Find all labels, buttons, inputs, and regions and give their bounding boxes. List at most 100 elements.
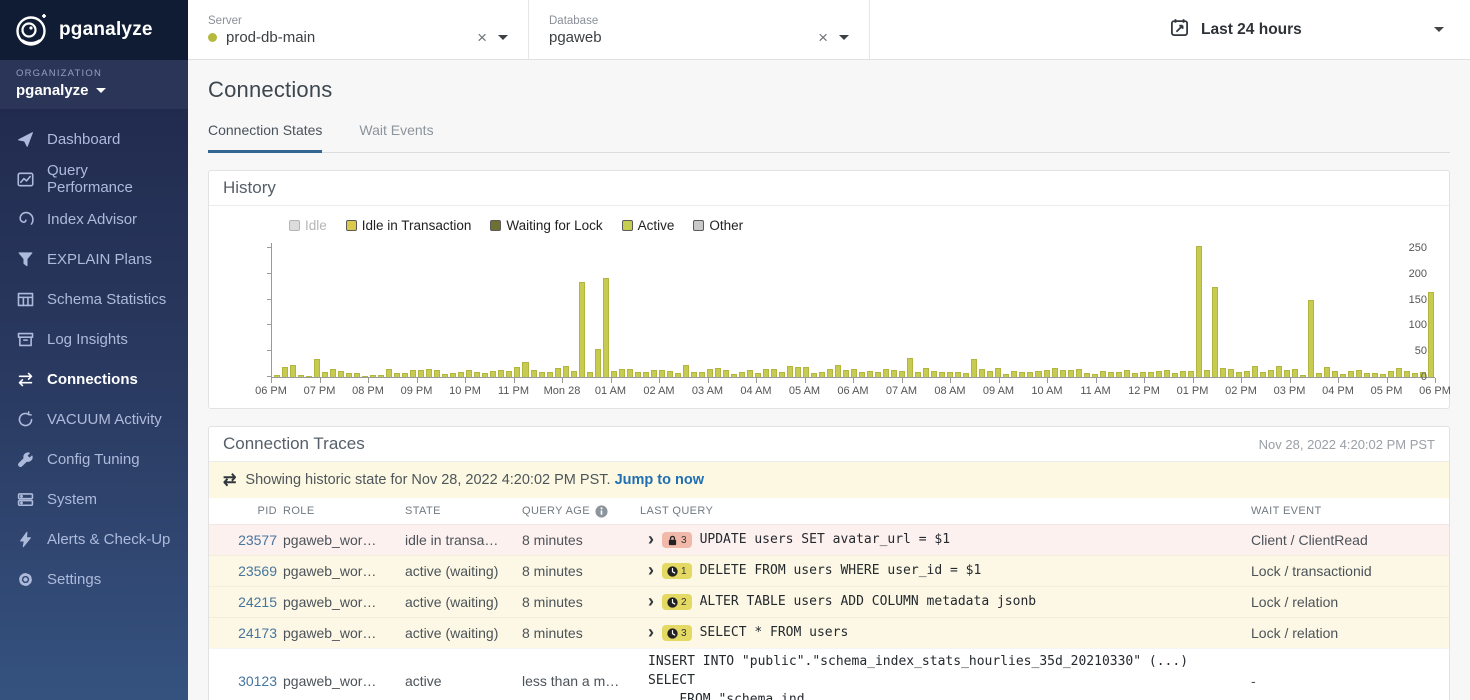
- chart-bar[interactable]: [683, 365, 689, 377]
- chart-bar[interactable]: [1428, 292, 1434, 377]
- chart-bar[interactable]: [354, 373, 360, 377]
- chart-bar[interactable]: [947, 372, 953, 377]
- chart-bar[interactable]: [322, 372, 328, 377]
- chart-bar[interactable]: [450, 373, 456, 377]
- chart-bar[interactable]: [787, 366, 793, 377]
- tab-wait-events[interactable]: Wait Events: [359, 122, 433, 153]
- info-icon[interactable]: [595, 505, 608, 518]
- chart-bar[interactable]: [1084, 373, 1090, 377]
- chart-bar[interactable]: [1380, 374, 1386, 377]
- sidebar-item-index-advisor[interactable]: Index Advisor: [0, 199, 188, 239]
- sidebar-item-vacuum-activity[interactable]: VACUUM Activity: [0, 399, 188, 439]
- chart-bar[interactable]: [875, 372, 881, 377]
- chart-bar[interactable]: [1220, 368, 1226, 377]
- pid-link[interactable]: 24173: [238, 625, 277, 641]
- chart-bar[interactable]: [282, 367, 288, 377]
- chart-bar[interactable]: [1156, 371, 1162, 377]
- chart-bar[interactable]: [539, 372, 545, 377]
- chart-bar[interactable]: [1116, 372, 1122, 377]
- chart-bar[interactable]: [755, 373, 761, 377]
- chart-bar[interactable]: [1404, 371, 1410, 377]
- chart-bar[interactable]: [811, 373, 817, 377]
- chart-bar[interactable]: [1372, 373, 1378, 377]
- pid-link[interactable]: 23569: [238, 563, 277, 579]
- chart-bar[interactable]: [1172, 373, 1178, 377]
- chart-bar[interactable]: [386, 369, 392, 377]
- sidebar-item-log-insights[interactable]: Log Insights: [0, 319, 188, 359]
- chart-bar[interactable]: [763, 369, 769, 377]
- chart-bar[interactable]: [827, 369, 833, 377]
- chart-bar[interactable]: [474, 372, 480, 377]
- chart-bar[interactable]: [651, 370, 657, 377]
- pganalyze-logo[interactable]: pganalyze: [0, 0, 188, 60]
- chart-bar[interactable]: [1252, 366, 1258, 377]
- chart-bar[interactable]: [971, 359, 977, 377]
- chart-bar[interactable]: [1340, 374, 1346, 377]
- chart-bar[interactable]: [426, 369, 432, 377]
- chart-bar[interactable]: [402, 373, 408, 377]
- chart-bar[interactable]: [843, 370, 849, 377]
- chart-bar[interactable]: [1396, 368, 1402, 377]
- expand-chevron-icon[interactable]: ›: [648, 530, 654, 548]
- chart-bar[interactable]: [979, 369, 985, 377]
- time-range-select[interactable]: Last 24 hours: [1170, 0, 1470, 59]
- organization-switcher[interactable]: ORGANIZATION pganalyze: [0, 60, 188, 109]
- chart-bar[interactable]: [611, 371, 617, 377]
- chart-bar[interactable]: [907, 358, 913, 377]
- chart-bar[interactable]: [346, 373, 352, 377]
- chart-bar[interactable]: [547, 372, 553, 377]
- chart-bar[interactable]: [939, 372, 945, 377]
- chart-bar[interactable]: [571, 371, 577, 377]
- chart-bar[interactable]: [1100, 371, 1106, 377]
- chart-bar[interactable]: [434, 370, 440, 377]
- table-row[interactable]: 30123pgaweb_wor…activeless than a m…INSE…: [209, 648, 1449, 700]
- chart-bar[interactable]: [667, 371, 673, 377]
- chart-bar[interactable]: [963, 373, 969, 377]
- chart-bar[interactable]: [595, 349, 601, 377]
- chart-bar[interactable]: [779, 372, 785, 377]
- sidebar-item-connections[interactable]: Connections: [0, 359, 188, 399]
- chart-bar[interactable]: [795, 367, 801, 377]
- chart-bar[interactable]: [555, 368, 561, 377]
- chart-bar[interactable]: [1276, 366, 1282, 377]
- chart-bar[interactable]: [851, 369, 857, 377]
- chart-bar[interactable]: [490, 371, 496, 377]
- chart-bar[interactable]: [1124, 370, 1130, 377]
- chart-bar[interactable]: [923, 368, 929, 377]
- expand-chevron-icon[interactable]: ›: [648, 561, 654, 579]
- chart-bar[interactable]: [1180, 371, 1186, 377]
- chart-bar[interactable]: [931, 371, 937, 377]
- chart-bar[interactable]: [1316, 373, 1322, 377]
- pid-link[interactable]: 23577: [238, 532, 277, 548]
- chart-bar[interactable]: [1244, 371, 1250, 377]
- chart-bar[interactable]: [747, 370, 753, 377]
- chart-bar[interactable]: [1148, 372, 1154, 377]
- chart-bar[interactable]: [1027, 372, 1033, 377]
- sidebar-item-alerts-check-up[interactable]: Alerts & Check-Up: [0, 519, 188, 559]
- chart-bar[interactable]: [1292, 369, 1298, 377]
- chart-bar[interactable]: [891, 370, 897, 377]
- sidebar-item-settings[interactable]: Settings: [0, 559, 188, 599]
- chart-bar[interactable]: [1228, 369, 1234, 377]
- chart-bar[interactable]: [1268, 370, 1274, 377]
- chart-bar[interactable]: [867, 371, 873, 377]
- chart-bar[interactable]: [603, 278, 609, 377]
- chart-bar[interactable]: [715, 368, 721, 377]
- chart-bar[interactable]: [370, 375, 376, 377]
- table-row[interactable]: 23569pgaweb_wor…active (waiting)8 minute…: [209, 555, 1449, 586]
- chart-bar[interactable]: [699, 372, 705, 377]
- expand-chevron-icon[interactable]: ›: [648, 592, 654, 610]
- expand-chevron-icon[interactable]: ›: [648, 623, 654, 641]
- chart-bar[interactable]: [458, 372, 464, 377]
- chart-bar[interactable]: [835, 365, 841, 377]
- chart-bar[interactable]: [466, 370, 472, 377]
- legend-item-idle[interactable]: Idle: [289, 218, 327, 233]
- chart-bar[interactable]: [298, 375, 304, 377]
- chart-bar[interactable]: [1356, 370, 1362, 377]
- chart-bar[interactable]: [995, 368, 1001, 377]
- chart-bar[interactable]: [1284, 370, 1290, 377]
- table-row[interactable]: 24215pgaweb_wor…active (waiting)8 minute…: [209, 586, 1449, 617]
- chart-bar[interactable]: [306, 376, 312, 377]
- chart-bar[interactable]: [659, 370, 665, 377]
- chart-bar[interactable]: [1324, 367, 1330, 377]
